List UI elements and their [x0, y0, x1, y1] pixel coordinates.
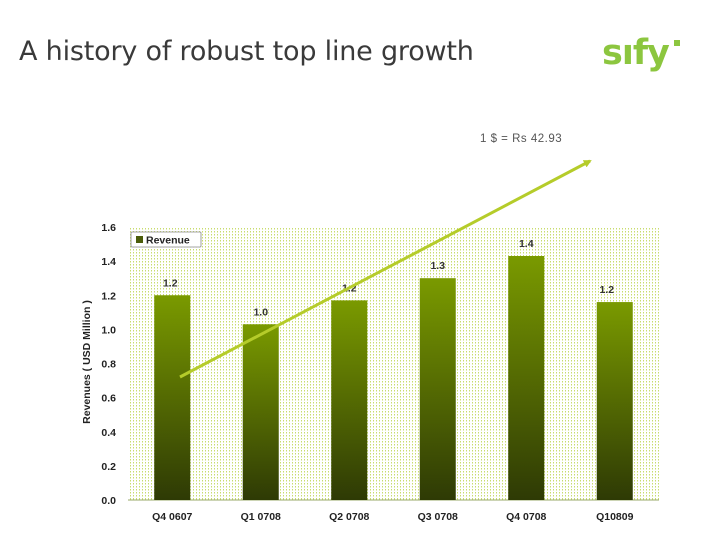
y-tick-label: 1.4 [101, 256, 116, 268]
bar [242, 324, 279, 500]
x-tick-label: Q1 0708 [241, 511, 281, 523]
bar-value-label: 1.3 [430, 260, 445, 272]
y-axis-label: Revenues ( USD Million ) [81, 300, 93, 424]
bar [596, 302, 633, 500]
x-tick-label: Q4 0708 [506, 511, 546, 523]
x-tick-label: Q3 0708 [418, 511, 458, 523]
bar-value-label: 1.2 [599, 284, 614, 296]
legend: Revenue [130, 231, 202, 248]
page-title: A history of robust top line growth [19, 36, 474, 67]
bar [419, 278, 456, 500]
y-tick-label: 0.2 [101, 461, 116, 473]
bar [154, 295, 191, 500]
legend-label: Revenue [146, 235, 190, 247]
sify-logo: sıfy [602, 33, 670, 73]
logo-dot [674, 40, 680, 46]
y-tick-label: 1.6 [101, 222, 116, 234]
bar [508, 256, 545, 500]
bar-value-label: 1.2 [163, 277, 178, 289]
x-tick-label: Q2 0708 [329, 511, 369, 523]
bar-value-label: 1.0 [253, 306, 268, 318]
growth-trend-arrow [179, 159, 592, 379]
y-tick-label: 1.2 [101, 290, 116, 302]
y-tick-label: 0.6 [101, 393, 116, 405]
y-tick-label: 0.0 [101, 495, 116, 507]
y-tick-label: 0.8 [101, 359, 116, 371]
bar-value-label: 1.4 [519, 238, 534, 250]
y-tick-label: 1.0 [101, 324, 116, 336]
plot-area [128, 227, 659, 500]
legend-swatch [136, 236, 143, 243]
x-tick-label: Q4 0607 [152, 511, 192, 523]
bar [331, 300, 368, 500]
x-tick-label: Q10809 [596, 511, 634, 523]
exchange-rate-note: 1 $ = Rs 42.93 [480, 133, 563, 145]
y-tick-label: 0.4 [101, 427, 116, 439]
